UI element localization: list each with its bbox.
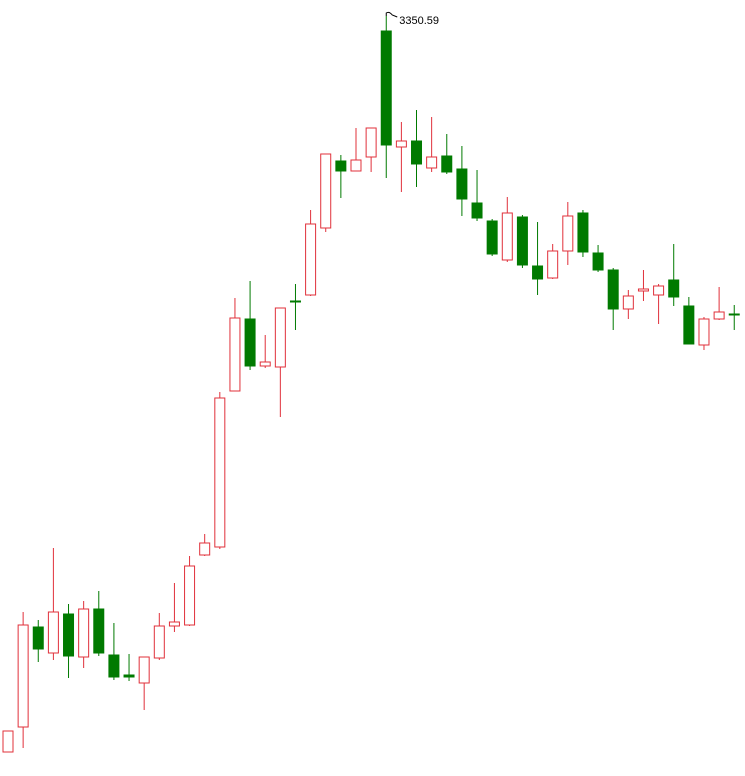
- body: [395, 140, 407, 148]
- body: [274, 307, 286, 368]
- body: [305, 223, 317, 296]
- peak-flag: [385, 11, 398, 18]
- body: [350, 159, 362, 172]
- body: [229, 317, 241, 392]
- body: [471, 202, 483, 219]
- body: [683, 305, 695, 345]
- body: [244, 318, 256, 367]
- body: [456, 168, 468, 200]
- body: [501, 212, 513, 261]
- body: [380, 30, 392, 146]
- body: [2, 730, 14, 753]
- body: [168, 621, 180, 627]
- body: [486, 220, 498, 255]
- body: [592, 252, 604, 271]
- body: [562, 215, 574, 252]
- body: [653, 285, 665, 296]
- body: [532, 265, 544, 280]
- body: [153, 625, 165, 659]
- body: [123, 674, 135, 678]
- body: [259, 361, 271, 367]
- body: [214, 397, 226, 548]
- body: [713, 311, 725, 320]
- body: [698, 318, 710, 346]
- body: [184, 565, 196, 626]
- body: [637, 288, 649, 292]
- body: [199, 542, 211, 556]
- body: [426, 156, 438, 169]
- body: [577, 212, 589, 253]
- body: [365, 127, 377, 158]
- body: [441, 155, 453, 173]
- body: [411, 140, 423, 165]
- body: [547, 250, 559, 279]
- body: [289, 300, 301, 303]
- body: [668, 279, 680, 298]
- body: [17, 624, 29, 728]
- body: [607, 269, 619, 310]
- body: [63, 613, 75, 657]
- body: [108, 654, 120, 678]
- body: [47, 611, 59, 654]
- body: [622, 295, 634, 310]
- peak-label: 3350.59: [399, 15, 439, 27]
- body: [138, 656, 150, 684]
- body: [32, 626, 44, 650]
- body: [516, 216, 528, 266]
- body: [93, 608, 105, 654]
- body: [320, 153, 332, 229]
- body: [728, 313, 740, 316]
- body: [78, 608, 90, 658]
- body: [335, 160, 347, 172]
